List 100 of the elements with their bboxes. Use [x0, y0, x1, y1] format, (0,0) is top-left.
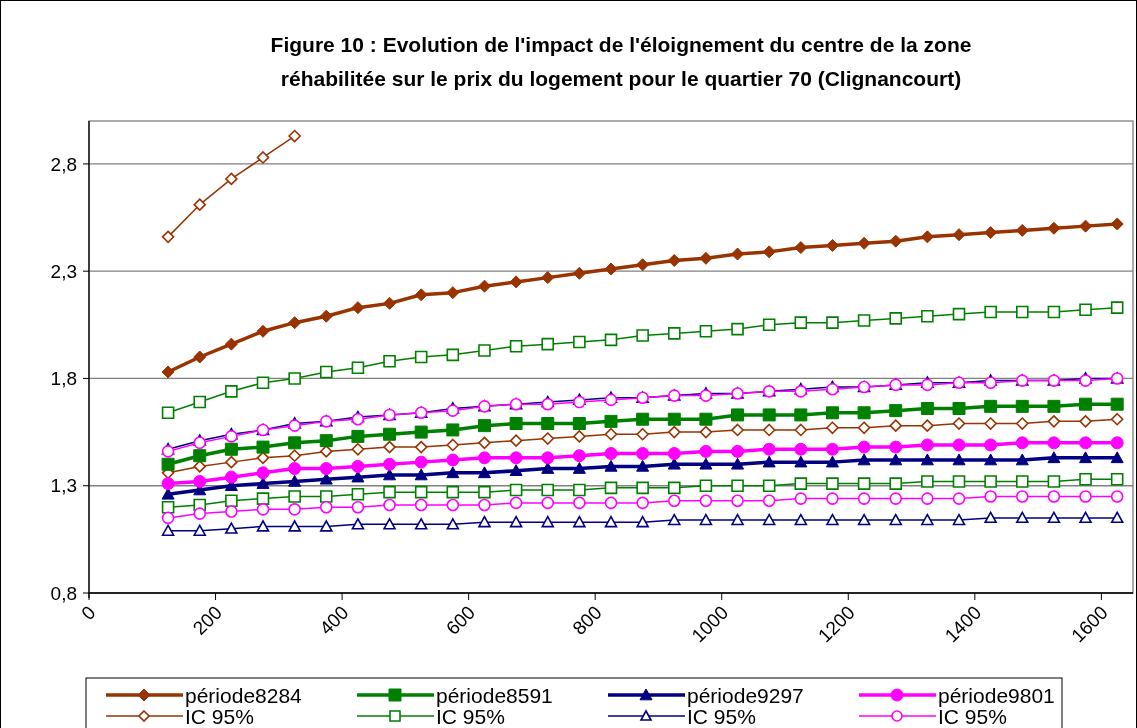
point [161, 477, 175, 491]
point [984, 417, 997, 430]
point [699, 479, 713, 493]
point [509, 339, 523, 353]
point [1079, 451, 1093, 464]
point [731, 494, 744, 508]
legend-label: période9297 [687, 683, 804, 707]
point [667, 481, 681, 495]
point [256, 324, 270, 338]
point [1047, 490, 1061, 503]
point [1079, 303, 1092, 317]
point [1110, 412, 1124, 426]
point [1110, 451, 1124, 464]
point [161, 487, 175, 500]
point [193, 507, 207, 520]
point [572, 417, 586, 431]
point [541, 515, 555, 528]
point [573, 483, 586, 497]
point [161, 511, 175, 525]
point [984, 511, 997, 524]
point [288, 316, 302, 330]
point [319, 490, 333, 503]
point [225, 505, 238, 518]
point [1015, 436, 1029, 450]
point [762, 408, 776, 422]
point [952, 475, 966, 488]
point [636, 412, 650, 426]
x-tick-label: 600 [441, 601, 480, 639]
point [889, 492, 903, 505]
y-tick-label: 0,8 [50, 582, 77, 604]
point [161, 524, 175, 536]
point [1047, 511, 1061, 524]
point [857, 453, 871, 466]
point [762, 513, 776, 526]
point [573, 496, 586, 510]
point [414, 485, 428, 499]
point [762, 494, 776, 508]
point [288, 503, 301, 516]
point [921, 378, 934, 392]
point [193, 460, 207, 473]
point [509, 451, 523, 465]
point [636, 515, 649, 528]
point [857, 513, 871, 526]
point [319, 309, 333, 323]
point [984, 453, 998, 466]
point [161, 365, 175, 379]
point [667, 447, 681, 461]
point [446, 348, 460, 362]
point [319, 462, 333, 476]
point [857, 477, 871, 490]
point [857, 406, 871, 420]
point [288, 372, 301, 385]
point [573, 335, 586, 349]
y-tick-label: 1,3 [50, 475, 77, 497]
point [857, 314, 871, 327]
point [699, 412, 713, 426]
point [319, 434, 333, 448]
point [857, 236, 871, 250]
point [541, 451, 555, 465]
point [1015, 305, 1029, 319]
point [984, 376, 997, 390]
point [161, 230, 175, 244]
point [889, 453, 903, 466]
point [762, 318, 776, 332]
point [573, 430, 586, 443]
point [1079, 415, 1092, 428]
point [1015, 511, 1029, 524]
point [383, 498, 396, 512]
point [984, 475, 997, 488]
point [889, 419, 903, 432]
point [288, 436, 302, 450]
point [889, 440, 903, 454]
point [351, 442, 365, 456]
point [414, 455, 428, 469]
point [952, 417, 966, 430]
point [952, 513, 966, 526]
point [414, 288, 428, 302]
point [762, 455, 776, 468]
point [794, 241, 808, 255]
point [256, 376, 270, 390]
point [351, 429, 365, 443]
point [794, 316, 808, 329]
point [193, 436, 207, 450]
point [762, 245, 776, 259]
point [1110, 436, 1124, 450]
point [984, 438, 998, 452]
point [256, 520, 270, 532]
point [952, 438, 966, 452]
point [478, 515, 491, 528]
point [699, 425, 713, 439]
point [446, 453, 460, 467]
point [288, 490, 301, 503]
point [1079, 511, 1092, 524]
point [984, 399, 998, 413]
x-tick-label: 800 [568, 601, 606, 639]
point [288, 474, 302, 487]
point [920, 401, 934, 415]
point [224, 442, 238, 456]
point [541, 462, 555, 474]
point [699, 324, 713, 338]
